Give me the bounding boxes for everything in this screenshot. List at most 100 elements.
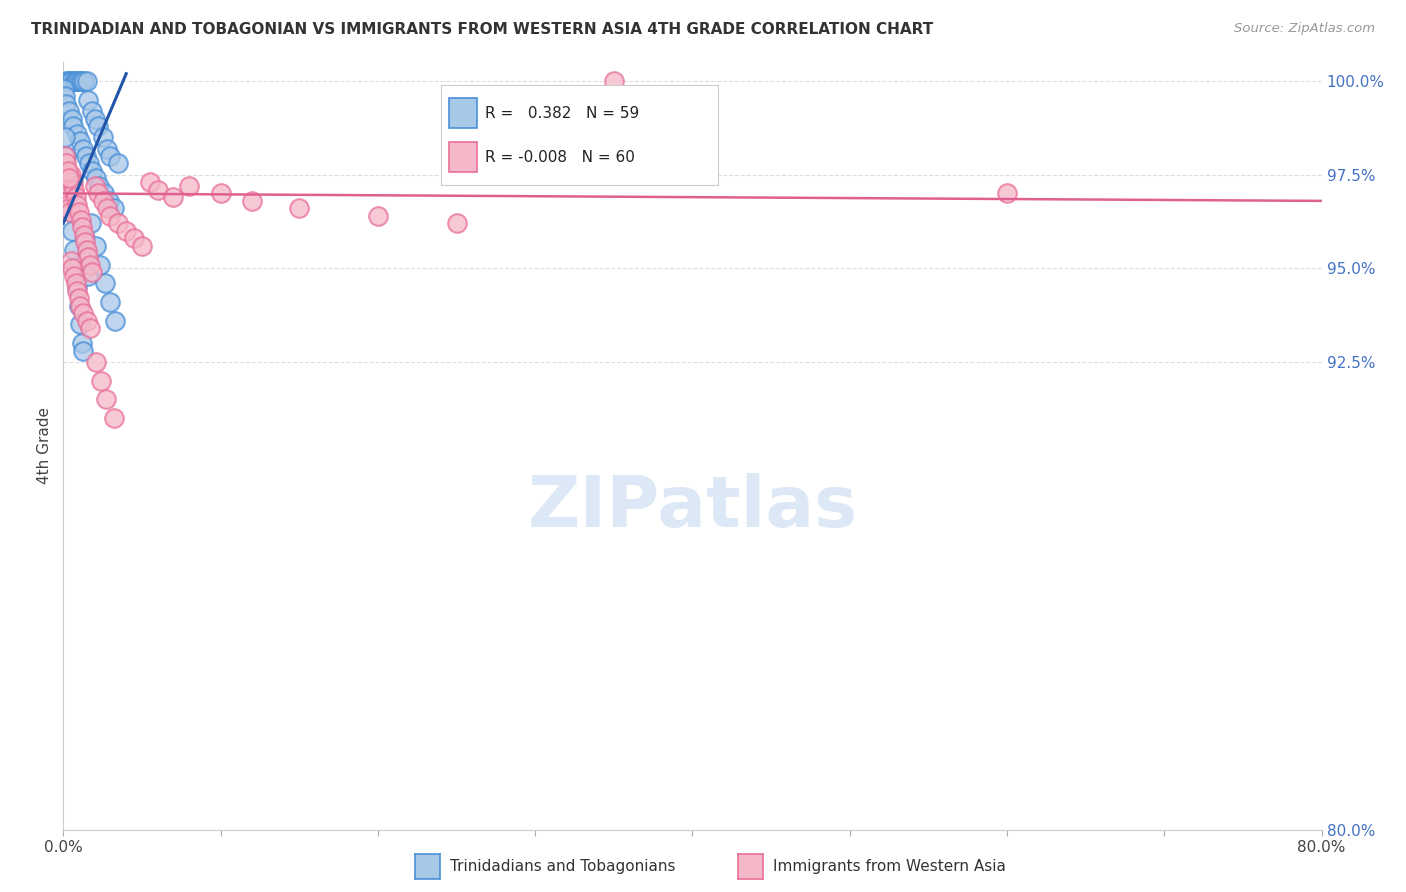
Point — [56, 197, 79, 211]
Point — [75, 235, 97, 249]
Point — [65, 190, 87, 204]
Point — [58, 171, 80, 186]
Point — [56, 194, 79, 208]
Point — [69, 134, 91, 148]
Point — [63, 243, 86, 257]
Point — [66, 280, 89, 294]
Point — [65, 74, 87, 88]
Point — [104, 313, 127, 327]
Point — [288, 202, 311, 216]
Point — [162, 190, 184, 204]
Point — [103, 202, 125, 216]
Point — [98, 294, 121, 309]
Point — [76, 243, 98, 257]
Point — [146, 183, 169, 197]
Point — [62, 175, 84, 189]
Point — [66, 284, 89, 298]
Point — [60, 261, 83, 276]
Point — [446, 216, 468, 230]
Point — [80, 216, 103, 230]
Point — [66, 127, 89, 141]
Point — [209, 186, 232, 201]
Point — [56, 168, 79, 182]
Point — [69, 318, 91, 332]
Point — [77, 93, 100, 107]
Point — [67, 74, 90, 88]
Point — [84, 171, 107, 186]
Point — [77, 156, 100, 170]
Point — [83, 112, 105, 126]
Point — [65, 261, 87, 276]
Point — [79, 258, 101, 272]
Point — [56, 164, 79, 178]
Point — [63, 183, 86, 197]
Point — [56, 74, 79, 88]
Point — [107, 156, 129, 170]
Point — [139, 175, 162, 189]
Point — [69, 74, 91, 88]
Point — [84, 355, 107, 369]
Point — [122, 231, 145, 245]
Point — [90, 374, 112, 388]
Point — [55, 186, 77, 201]
Point — [97, 194, 120, 208]
Point — [55, 96, 77, 111]
Point — [66, 74, 89, 88]
Point — [59, 74, 82, 88]
Point — [87, 186, 110, 201]
Point — [77, 250, 100, 264]
Point — [72, 343, 94, 358]
Point — [69, 299, 91, 313]
Text: ZIPatlas: ZIPatlas — [527, 473, 858, 541]
Point — [53, 81, 76, 95]
Point — [53, 178, 76, 193]
Point — [67, 205, 90, 219]
Point — [60, 168, 83, 182]
Point — [59, 205, 82, 219]
Point — [55, 190, 77, 204]
Point — [115, 224, 138, 238]
Point — [53, 89, 76, 103]
Point — [55, 74, 77, 88]
Point — [77, 268, 100, 283]
Point — [60, 74, 83, 88]
Point — [83, 178, 105, 193]
Point — [65, 277, 87, 291]
Point — [240, 194, 263, 208]
Point — [107, 216, 129, 230]
Point — [91, 194, 114, 208]
Point — [367, 209, 389, 223]
Point — [53, 149, 76, 163]
Point — [96, 141, 118, 155]
Point — [131, 239, 153, 253]
Point — [66, 197, 89, 211]
Point — [63, 268, 86, 283]
Point — [87, 119, 110, 133]
Point — [91, 130, 114, 145]
Point — [103, 411, 125, 425]
Point — [80, 265, 103, 279]
Point — [89, 178, 111, 193]
Point — [84, 239, 107, 253]
Point — [177, 178, 200, 193]
Text: Source: ZipAtlas.com: Source: ZipAtlas.com — [1234, 22, 1375, 36]
Y-axis label: 4th Grade: 4th Grade — [37, 408, 52, 484]
Point — [55, 156, 77, 170]
Point — [53, 130, 76, 145]
Point — [53, 183, 76, 197]
Point — [73, 231, 96, 245]
Point — [73, 227, 96, 242]
Point — [80, 104, 103, 119]
Point — [76, 313, 98, 327]
Point — [55, 149, 77, 163]
Point — [73, 74, 96, 88]
Point — [58, 205, 80, 219]
Point — [995, 186, 1018, 201]
Point — [75, 149, 97, 163]
Point — [93, 186, 115, 201]
Point — [67, 291, 90, 305]
Point — [58, 202, 80, 216]
Point — [82, 164, 104, 178]
Point — [69, 212, 91, 227]
Point — [100, 149, 122, 163]
